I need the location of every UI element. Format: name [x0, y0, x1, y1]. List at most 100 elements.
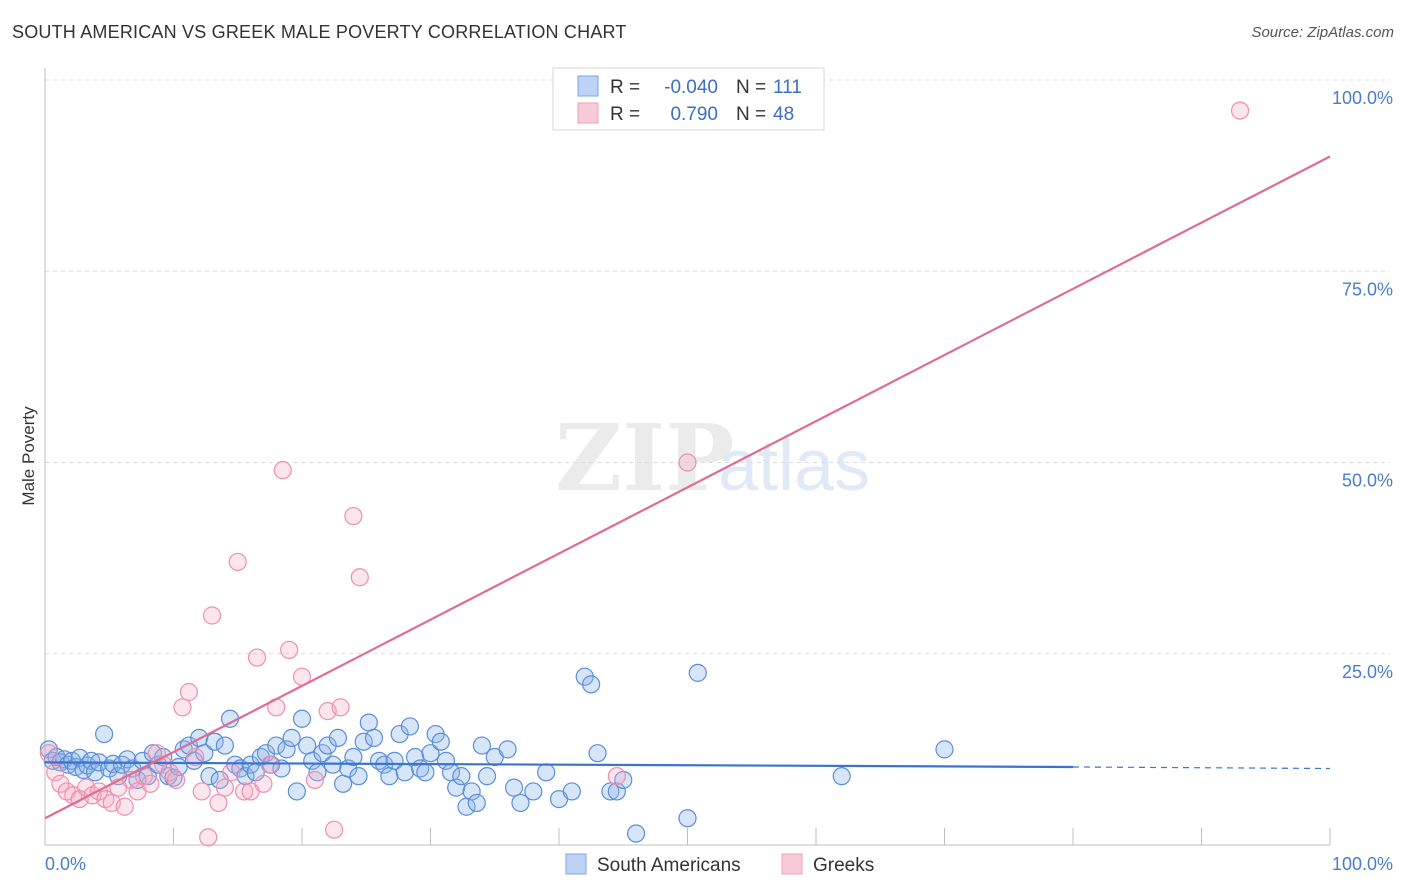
point-greeks-23: [186, 747, 205, 767]
point-south-americans-38: [215, 736, 234, 755]
point-greeks-21: [173, 698, 192, 717]
x-tick-label-1: 100.0%: [1332, 854, 1393, 874]
chart-title: SOUTH AMERICAN VS GREEK MALE POVERTY COR…: [12, 22, 627, 42]
point-greeks-48: [1230, 101, 1250, 120]
point-south-americans-107: [832, 767, 851, 786]
point-greeks-31: [235, 782, 254, 801]
bottom-legend-label-greeks: Greeks: [813, 855, 874, 876]
point-south-americans-52: [287, 782, 306, 801]
point-south-americans-94: [524, 782, 543, 801]
point-south-americans-95: [537, 763, 556, 782]
point-south-americans-64: [349, 767, 368, 786]
point-south-americans-83: [447, 778, 466, 797]
legend-n-value-1: 111: [773, 77, 802, 98]
legend-r-label-1: R =: [610, 77, 640, 98]
point-south-americans-92: [504, 778, 524, 797]
point-greeks-38: [280, 640, 299, 660]
point-greeks-35: [260, 755, 279, 774]
point-south-americans-99: [582, 675, 601, 694]
trend-line-south-americans-extension: [1072, 766, 1331, 770]
point-south-americans-72: [390, 724, 409, 744]
point-greeks-46: [607, 767, 626, 786]
trend-lines: [44, 155, 1331, 820]
axes: [44, 68, 1331, 846]
point-south-americans-77: [416, 763, 435, 782]
point-south-americans-106: [688, 663, 707, 682]
point-south-americans-0: [39, 740, 58, 759]
y-tick-labels: 25.0% 50.0% 75.0% 100.0%: [1332, 88, 1393, 682]
point-south-americans-73: [395, 763, 414, 782]
point-south-americans-105: [678, 809, 697, 828]
point-greeks-26: [202, 606, 222, 625]
point-south-americans-93: [511, 793, 530, 813]
point-greeks-40: [305, 770, 324, 790]
point-south-americans-87: [467, 793, 486, 813]
y-tick-label-3: 100.0%: [1332, 88, 1393, 108]
point-greeks-42: [325, 820, 344, 839]
legend-swatch-blue: [577, 75, 599, 97]
point-greeks-28: [215, 778, 234, 797]
point-south-americans-65: [354, 732, 373, 751]
point-greeks-30: [228, 552, 247, 572]
point-south-americans-86: [462, 782, 481, 801]
point-south-americans-91: [498, 740, 517, 759]
point-south-americans-50: [277, 740, 296, 759]
point-greeks-12: [115, 797, 134, 816]
trend-line-greeks: [44, 155, 1331, 820]
point-south-americans-97: [562, 782, 581, 801]
point-greeks-33: [247, 648, 267, 667]
point-south-americans-80: [431, 732, 450, 751]
legend-r-value-2: 0.790: [670, 104, 718, 125]
point-south-americans-35: [200, 767, 219, 786]
point-south-americans-78: [421, 744, 440, 763]
watermark: ZIP atlas: [555, 404, 870, 512]
y-tick-label-1: 50.0%: [1342, 471, 1393, 491]
point-greeks-47: [678, 453, 697, 472]
point-south-americans-18: [112, 755, 132, 774]
point-south-americans-53: [292, 709, 312, 728]
y-tick-label-2: 75.0%: [1342, 279, 1393, 299]
correlation-legend: R = -0.040 N = 111 R = 0.790 N = 48: [552, 67, 825, 131]
point-greeks-45: [350, 568, 369, 587]
point-south-americans-63: [344, 747, 363, 767]
point-south-americans-54: [298, 736, 317, 755]
x-tick-label-0: 0.0%: [45, 854, 86, 874]
point-south-americans-75: [405, 747, 425, 767]
point-greeks-22: [179, 682, 199, 702]
point-south-americans-71: [385, 751, 404, 770]
series-legend: South Americans Greeks: [565, 853, 874, 876]
point-greeks-27: [209, 793, 228, 813]
point-south-americans-60: [328, 728, 348, 748]
y-tick-label-0: 25.0%: [1342, 662, 1393, 682]
point-greeks-24: [192, 782, 211, 801]
point-greeks-16: [141, 774, 160, 793]
point-south-americans-74: [400, 717, 420, 736]
point-south-americans-100: [588, 744, 607, 763]
point-south-americans-58: [318, 736, 337, 755]
series-south-americans: [39, 663, 954, 843]
point-south-americans-67: [364, 728, 384, 748]
point-south-americans-51: [282, 728, 301, 748]
point-south-americans-108: [935, 740, 954, 759]
x-tick-labels: 0.0% 100.0%: [45, 854, 1393, 874]
point-south-americans-70: [380, 767, 399, 786]
point-south-americans-55: [303, 751, 322, 770]
legend-n-value-2: 48: [773, 104, 794, 125]
gridlines: [45, 79, 1390, 655]
point-greeks-25: [199, 828, 218, 847]
point-south-americans-84: [452, 767, 471, 786]
legend-n-label-1: N =: [736, 77, 766, 98]
point-south-americans-61: [334, 774, 353, 793]
point-greeks-29: [222, 763, 241, 782]
legend-r-value-1: -0.040: [664, 77, 718, 98]
legend-n-label-2: N =: [736, 104, 766, 125]
point-south-americans-12: [86, 763, 105, 782]
y-axis-label: Male Poverty: [19, 406, 38, 506]
point-greeks-44: [344, 506, 363, 526]
source-label: Source: ZipAtlas.com: [1251, 24, 1394, 41]
point-south-americans-102: [607, 782, 626, 801]
svg-text:atlas: atlas: [718, 426, 870, 506]
point-south-americans-101: [601, 782, 620, 801]
point-south-americans-34: [195, 744, 214, 763]
